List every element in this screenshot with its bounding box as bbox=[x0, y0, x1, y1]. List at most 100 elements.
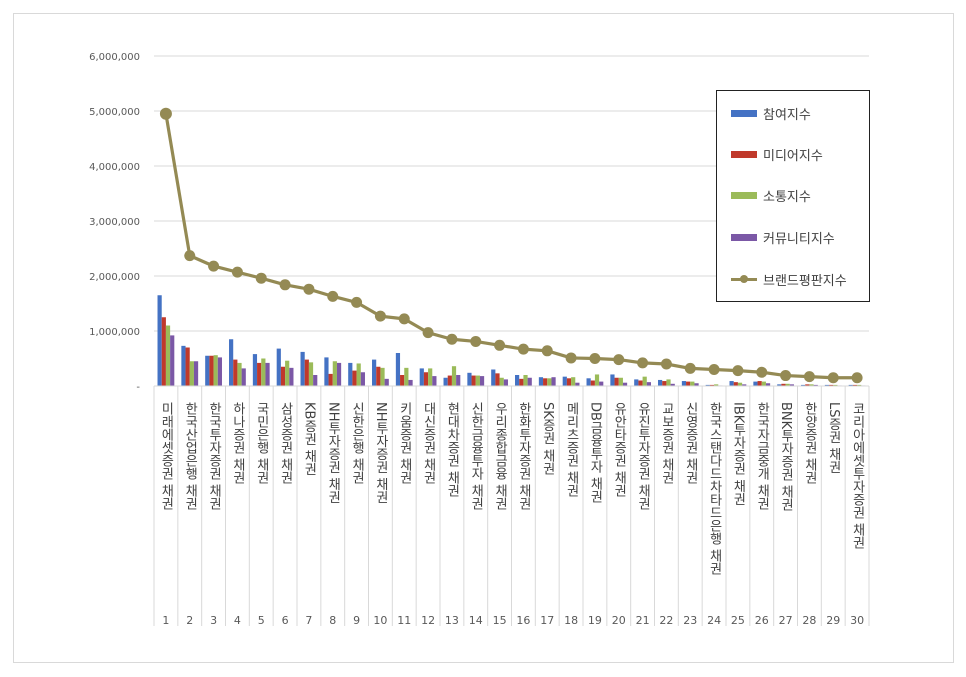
bar-3-9 bbox=[356, 363, 361, 386]
bar-3-17 bbox=[547, 378, 552, 386]
y-tick-label: - bbox=[136, 382, 140, 393]
bar-1-28 bbox=[801, 384, 806, 386]
bar-4-25 bbox=[742, 384, 747, 386]
bar-1-14 bbox=[467, 372, 472, 386]
bar-2-16 bbox=[519, 378, 524, 386]
bar-series bbox=[157, 295, 866, 386]
bar-2-17 bbox=[543, 378, 548, 386]
bar-4-7 bbox=[313, 375, 318, 386]
bar-2-28 bbox=[805, 384, 810, 386]
rank-label-20: 20 bbox=[612, 614, 626, 627]
legend-item-participation: 참여지수 bbox=[731, 103, 811, 123]
bar-2-6 bbox=[280, 366, 286, 386]
bar-3-25 bbox=[737, 382, 743, 386]
bar-2-24 bbox=[709, 384, 715, 386]
bar-1-5 bbox=[252, 354, 258, 386]
rank-label-27: 27 bbox=[779, 614, 793, 627]
rank-label-24: 24 bbox=[707, 614, 721, 627]
y-tick-label: 4,000,000 bbox=[89, 162, 140, 173]
bar-4-15 bbox=[503, 379, 508, 386]
category-label-9: 신한은행 채권 bbox=[349, 402, 364, 485]
rank-label-5: 5 bbox=[258, 614, 265, 627]
bar-2-30 bbox=[852, 384, 858, 386]
rank-label-18: 18 bbox=[564, 614, 578, 627]
bar-1-17 bbox=[538, 377, 544, 386]
rank-label-25: 25 bbox=[731, 614, 745, 627]
bar-2-7 bbox=[304, 359, 309, 386]
combo-chart: 6,000,000 5,000,000 4,000,000 3,000,000 2,00… bbox=[89, 52, 870, 627]
line-series bbox=[159, 107, 863, 384]
bar-3-26 bbox=[761, 381, 766, 386]
legend-item-community: 커뮤니티지수 bbox=[731, 227, 835, 247]
bar-2-23 bbox=[686, 381, 691, 386]
bar-1-25 bbox=[729, 381, 734, 386]
bar-1-29 bbox=[824, 384, 830, 386]
legend-label-communication: 소통지수 bbox=[763, 189, 811, 205]
bar-2-25 bbox=[733, 382, 738, 386]
bar-2-1 bbox=[161, 317, 166, 386]
bar-3-30 bbox=[857, 384, 862, 386]
bar-2-21 bbox=[638, 380, 643, 386]
rank-label-1: 1 bbox=[162, 614, 169, 627]
bar-1-3 bbox=[205, 355, 210, 386]
bar-3-21 bbox=[642, 376, 647, 386]
category-label-11: 키움증권 채권 bbox=[397, 402, 412, 485]
bar-2-3 bbox=[209, 355, 214, 386]
bar-4-17 bbox=[551, 377, 556, 386]
legend-swatch-communication bbox=[731, 191, 757, 199]
bar-1-27 bbox=[777, 384, 782, 386]
category-label-17: SK증권 채권 bbox=[540, 402, 555, 475]
bar-3-4 bbox=[237, 362, 242, 386]
category-label-21: 유진투자증권 채권 bbox=[635, 402, 650, 511]
bar-4-23 bbox=[694, 383, 699, 386]
category-label-10: NH투자증권 채권 bbox=[373, 402, 388, 504]
bar-2-13 bbox=[447, 375, 452, 386]
category-label-14: 신한금융투자 채권 bbox=[468, 402, 483, 511]
rank-label-9: 9 bbox=[353, 614, 360, 627]
category-label-8: NH투자증권 채권 bbox=[325, 402, 340, 504]
category-label-4: 하나증권 채권 bbox=[230, 402, 245, 485]
bar-4-20 bbox=[622, 382, 628, 386]
category-label-19: DB금융투자 채권 bbox=[587, 402, 602, 504]
legend-swatch-community bbox=[731, 233, 757, 241]
bar-1-24 bbox=[705, 384, 710, 386]
brand-point-11 bbox=[398, 313, 410, 325]
bar-1-30 bbox=[848, 384, 853, 386]
bar-2-11 bbox=[400, 375, 405, 386]
bar-2-22 bbox=[662, 381, 667, 386]
rank-label-12: 12 bbox=[421, 614, 435, 627]
bar-4-16 bbox=[527, 377, 532, 386]
brand-point-28 bbox=[803, 371, 815, 383]
brand-point-13 bbox=[446, 333, 458, 345]
bar-4-3 bbox=[217, 357, 222, 386]
bar-1-19 bbox=[586, 378, 591, 386]
category-label-28: 한양증권 채권 bbox=[802, 402, 817, 485]
category-label-7: KB증권 채권 bbox=[301, 402, 316, 476]
category-label-27: BNK투자증권 채권 bbox=[778, 402, 793, 512]
brand-point-15 bbox=[494, 339, 506, 351]
y-tick-label: 6,000,000 bbox=[89, 52, 140, 63]
bar-4-22 bbox=[670, 383, 675, 386]
bar-2-26 bbox=[757, 381, 762, 386]
legend-item-brand: 브랜드평판지수 bbox=[731, 269, 847, 289]
bar-1-22 bbox=[658, 379, 663, 386]
category-label-18: 메리츠증권 채권 bbox=[564, 402, 579, 498]
rank-label-19: 19 bbox=[588, 614, 602, 627]
brand-point-21 bbox=[637, 357, 649, 369]
bar-4-1 bbox=[170, 335, 175, 386]
bar-4-6 bbox=[289, 367, 294, 386]
brand-point-4 bbox=[231, 266, 243, 278]
y-tick-label: 3,000,000 bbox=[89, 217, 140, 228]
legend-label-brand: 브랜드평판지수 bbox=[763, 273, 847, 289]
bar-2-4 bbox=[233, 359, 238, 386]
rank-label-8: 8 bbox=[329, 614, 336, 627]
rank-label-30: 30 bbox=[850, 614, 864, 627]
rank-label-4: 4 bbox=[234, 614, 241, 627]
legend-label-community: 커뮤니티지수 bbox=[763, 231, 835, 247]
bar-1-11 bbox=[395, 353, 401, 386]
bar-2-14 bbox=[471, 375, 476, 386]
bar-3-6 bbox=[285, 360, 290, 386]
rank-label-29: 29 bbox=[826, 614, 840, 627]
brand-point-14 bbox=[470, 335, 482, 347]
brand-point-20 bbox=[613, 354, 625, 366]
